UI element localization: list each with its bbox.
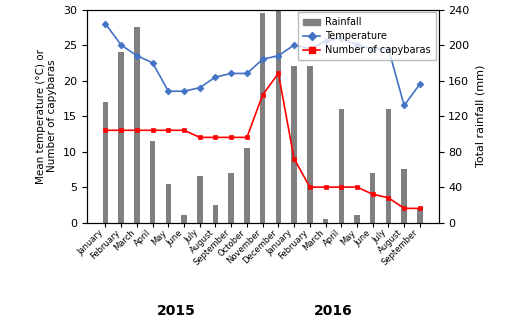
Bar <box>244 148 249 223</box>
Bar <box>369 173 375 223</box>
Bar <box>181 216 186 223</box>
Bar <box>338 109 344 223</box>
Bar <box>102 102 108 223</box>
Bar <box>165 183 171 223</box>
Bar <box>322 219 328 223</box>
Legend: Rainfall, Temperature, Number of capybaras: Rainfall, Temperature, Number of capybar… <box>297 12 435 60</box>
Bar <box>306 66 312 223</box>
Bar <box>401 169 406 223</box>
Bar <box>354 216 359 223</box>
Bar <box>416 208 422 223</box>
Bar <box>228 173 234 223</box>
Bar <box>134 27 139 223</box>
Y-axis label: Total rainfall (mm): Total rainfall (mm) <box>474 65 484 167</box>
Bar <box>196 176 202 223</box>
Bar <box>150 141 155 223</box>
Bar <box>385 109 390 223</box>
Bar <box>291 66 296 223</box>
Text: 2015: 2015 <box>156 304 195 318</box>
Text: 2016: 2016 <box>314 304 352 318</box>
Bar <box>212 205 218 223</box>
Bar <box>260 13 265 223</box>
Bar <box>275 10 280 223</box>
Y-axis label: Mean temperature (°C) or
Number of capybaras: Mean temperature (°C) or Number of capyb… <box>36 49 57 183</box>
Bar <box>118 52 124 223</box>
